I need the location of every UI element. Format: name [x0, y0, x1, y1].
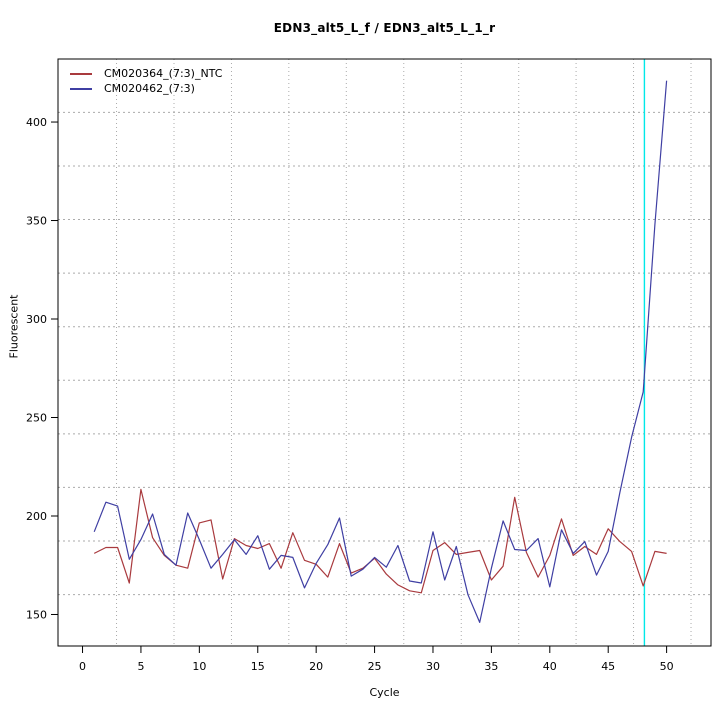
legend-label-ntc: CM020364_(7:3)_NTC — [104, 67, 223, 80]
series-line-CM020462_(7:3) — [93, 80, 668, 624]
x-axis-tick-label: 0 — [79, 660, 86, 673]
x-axis-tick-label: 25 — [368, 660, 382, 673]
x-axis-tick-label: 45 — [601, 660, 615, 673]
y-axis-tick-label: 400 — [26, 116, 47, 129]
legend-line-swatch-red — [70, 72, 92, 75]
y-axis-tick-label: 300 — [26, 313, 47, 326]
legend-item-sample: CM020462_(7:3) — [70, 81, 222, 96]
series-line-CM020364_(7:3)_NTC — [93, 488, 667, 594]
x-axis-tick-label: 10 — [192, 660, 206, 673]
legend-label-sample: CM020462_(7:3) — [104, 82, 195, 95]
x-axis-tick-label: 30 — [426, 660, 440, 673]
legend: CM020364_(7:3)_NTC CM020462_(7:3) — [70, 66, 222, 96]
x-axis-tick-label: 35 — [484, 660, 498, 673]
x-axis-tick-label: 5 — [137, 660, 144, 673]
y-axis-label: Fluorescent — [7, 294, 21, 359]
y-axis-tick-label: 150 — [26, 608, 47, 621]
y-axis-tick-label: 250 — [26, 412, 47, 425]
y-axis-tick-label: 350 — [26, 215, 47, 228]
legend-item-ntc: CM020364_(7:3)_NTC — [70, 66, 222, 81]
plot-border — [57, 58, 712, 647]
x-axis-tick-label: 15 — [251, 660, 265, 673]
y-axis-tick-label: 200 — [26, 510, 47, 523]
x-axis-tick-label: 20 — [309, 660, 323, 673]
x-axis-label: Cycle — [369, 686, 400, 699]
x-axis-tick-label: 40 — [543, 660, 557, 673]
legend-line-swatch-blue — [70, 87, 92, 90]
x-axis-tick-label: 50 — [660, 660, 674, 673]
chart-title: EDN3_alt5_L_f / EDN3_alt5_L_1_r — [273, 21, 496, 35]
